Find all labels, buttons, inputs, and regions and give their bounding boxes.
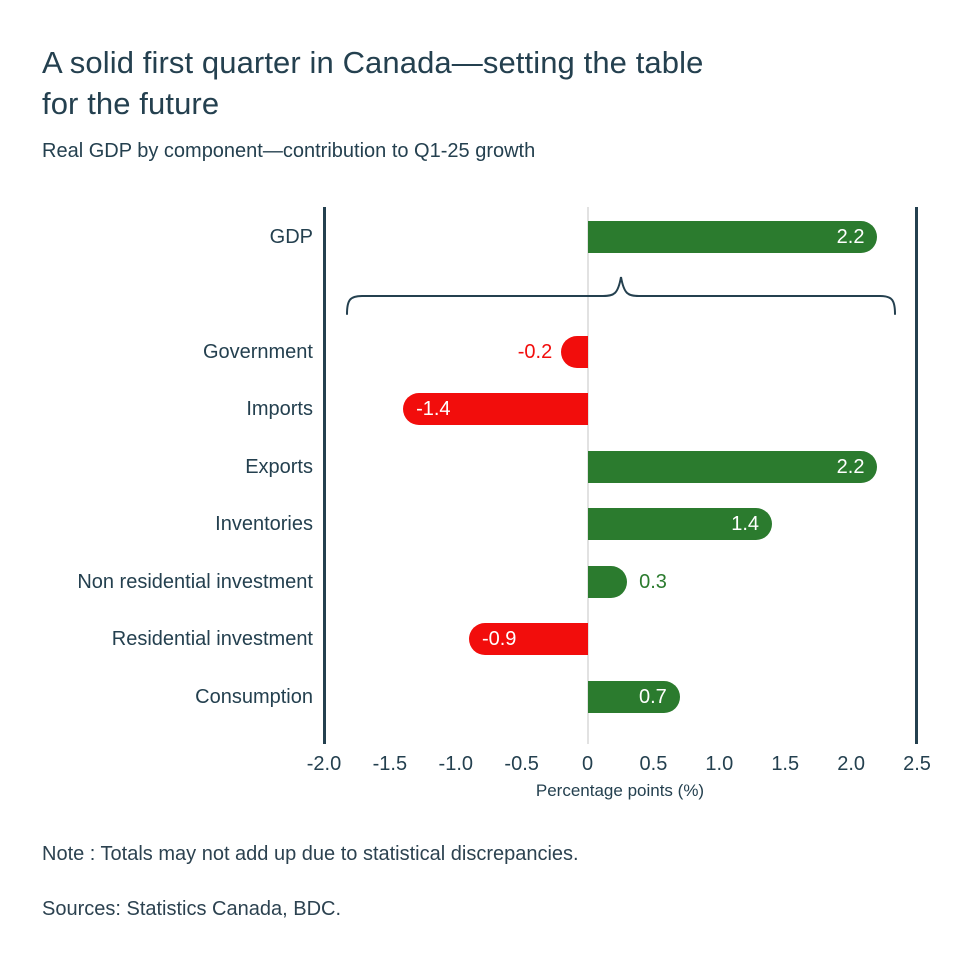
page-title-line2: for the future	[42, 86, 220, 121]
category-label-non-residential-investment: Non residential investment	[77, 570, 313, 593]
bar-value-inventories: 1.4	[731, 513, 760, 535]
x-tick--0-5: -0.5	[504, 753, 539, 775]
bar-government	[561, 335, 588, 368]
x-tick-0: 0	[581, 753, 594, 775]
bar-value-non-residential-investment: 0.3	[639, 570, 667, 593]
category-label-gdp: GDP	[269, 225, 313, 248]
bar-residential-investment: -0.9	[468, 623, 588, 655]
page-title: A solid first quarter in Canada—setting …	[42, 42, 832, 124]
x-tick-0-5: 0.5	[639, 753, 668, 775]
page-title-line1: A solid first quarter in Canada—setting …	[42, 45, 704, 80]
bar-value-residential-investment: -0.9	[481, 628, 517, 650]
x-tick-2-5: 2.5	[903, 753, 931, 775]
bar-inventories: 1.4	[587, 508, 773, 540]
x-tick--1-5: -1.5	[372, 753, 408, 775]
category-label-exports: Exports	[245, 455, 313, 478]
category-label-residential-investment: Residential investment	[111, 628, 313, 650]
bar-imports: -1.4	[403, 393, 588, 425]
x-axis: -2.0 -1.5 -1.0 -0.5 0 0.5 1.0 1.5 2.0 2.5	[0, 751, 960, 777]
x-tick-2-0: 2.0	[837, 753, 866, 775]
bar-gdp: 2.2	[587, 220, 878, 253]
left-axis-line	[323, 207, 326, 744]
bar-chart-plot: 2.2 -0.2 -1.4 2.2 1.4 0.3 -0.9 0.7	[323, 207, 918, 744]
x-tick-1-5: 1.5	[771, 753, 800, 775]
chart-subtitle: Real GDP by component—contribution to Q1…	[42, 140, 536, 162]
bar-value-government: -0.2	[517, 340, 553, 363]
x-tick--1-0: -1.0	[438, 753, 473, 775]
x-tick-1-0: 1.0	[705, 753, 734, 775]
category-label-consumption: Consumption	[195, 685, 313, 708]
footnote: Note : Totals may not add up due to stat…	[42, 843, 579, 865]
right-axis-line	[915, 207, 918, 744]
x-tick--2-0: -2.0	[306, 753, 342, 775]
bar-non-residential-investment	[587, 565, 628, 598]
bar-value-consumption: 0.7	[638, 685, 667, 708]
bar-consumption: 0.7	[587, 680, 680, 713]
bar-value-imports: -1.4	[416, 398, 451, 420]
category-label-government: Government	[202, 340, 313, 363]
category-labels: GDP Government Imports Exports Inventories No…	[0, 207, 313, 744]
x-axis-title: Percentage points (%)	[535, 781, 705, 800]
category-label-inventories: Inventories	[215, 513, 313, 535]
category-label-imports: Imports	[246, 398, 313, 420]
sources-line: Sources: Statistics Canada, BDC.	[42, 898, 342, 920]
brace-annotation	[346, 276, 896, 315]
bar-exports: 2.2	[587, 450, 878, 483]
bar-value-gdp: 2.2	[836, 225, 865, 248]
bar-value-exports: 2.2	[836, 455, 865, 478]
